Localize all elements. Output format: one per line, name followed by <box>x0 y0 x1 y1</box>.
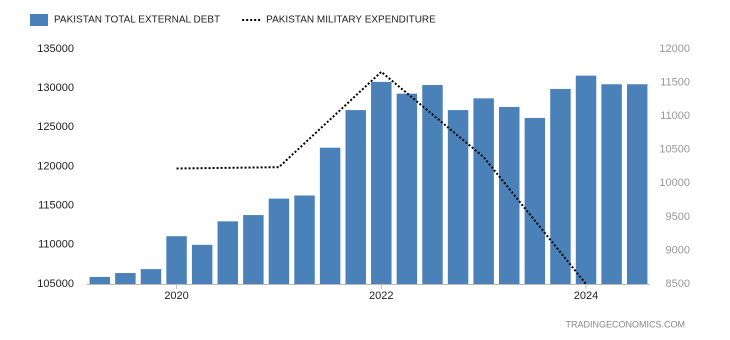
bar <box>89 276 111 284</box>
y2-tick-label: 10500 <box>659 144 690 156</box>
source: TRADINGECONOMICS.COM <box>565 319 685 329</box>
y2-tick-label: 9500 <box>666 211 690 223</box>
bar <box>626 84 648 284</box>
bar <box>294 195 315 284</box>
x-tick-label: 2020 <box>164 290 188 302</box>
y-tick-label: 135000 <box>37 43 74 55</box>
y-tick-label: 120000 <box>37 160 74 172</box>
bar <box>166 236 187 284</box>
y-tick-label: 125000 <box>37 121 74 133</box>
bar <box>550 88 571 284</box>
y-tick-label: 110000 <box>38 239 74 251</box>
bar <box>499 106 520 284</box>
legend-label: PAKISTAN TOTAL EXTERNAL DEBT <box>54 15 220 26</box>
bar <box>319 147 341 284</box>
bar <box>191 244 213 284</box>
bar <box>115 273 136 284</box>
bar <box>473 98 494 284</box>
bar <box>575 75 597 284</box>
legend-swatch <box>30 14 48 26</box>
bar <box>396 93 418 285</box>
y-tick-label: 130000 <box>37 82 74 94</box>
y2-tick-label: 12000 <box>659 43 690 55</box>
y-tick-label: 105000 <box>37 278 74 290</box>
bar <box>524 117 546 284</box>
y2-tick-label: 9000 <box>666 244 690 256</box>
y2-tick-label: 11000 <box>660 110 690 122</box>
y2-tick-label: 11500 <box>660 76 690 88</box>
y2-tick-label: 10000 <box>659 177 690 189</box>
bar <box>601 84 622 284</box>
bar <box>345 110 366 284</box>
bar <box>268 198 290 284</box>
bar <box>243 215 264 284</box>
bar <box>422 85 443 285</box>
x-tick-label: 2022 <box>369 290 393 302</box>
line <box>176 70 587 285</box>
x-tick-label: 2024 <box>574 290 598 302</box>
bar <box>447 110 469 284</box>
y-tick-label: 115000 <box>38 200 74 212</box>
bar <box>140 269 162 284</box>
y2-tick-label: 8500 <box>666 278 690 290</box>
bar <box>371 81 392 285</box>
legend-label: PAKISTAN MILITARY EXPENDITURE <box>266 15 436 26</box>
bar <box>217 221 238 284</box>
